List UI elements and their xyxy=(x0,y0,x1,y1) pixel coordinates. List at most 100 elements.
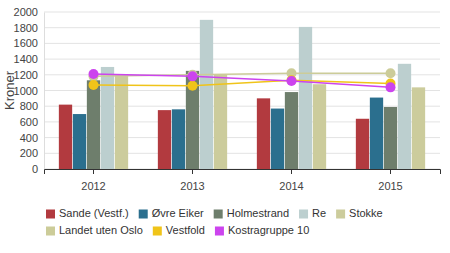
legend-swatch xyxy=(215,227,224,236)
legend-swatch xyxy=(214,210,223,219)
bar xyxy=(101,67,114,169)
x-tick: 2014 xyxy=(279,169,303,192)
line-marker xyxy=(386,82,396,92)
line-marker xyxy=(89,69,99,79)
legend-item: Øvre Eiker xyxy=(139,207,204,219)
y-tick-label: 800 xyxy=(20,100,38,112)
legend-label: Vestfold xyxy=(166,224,205,236)
x-tick-mark xyxy=(291,169,292,174)
legend-label: Kostragruppe 10 xyxy=(228,224,309,236)
bar xyxy=(313,84,326,169)
line-marker xyxy=(188,81,198,91)
x-tick: 2013 xyxy=(180,169,204,192)
bar xyxy=(172,109,185,169)
legend-item: Re xyxy=(299,207,326,219)
chart: 0 200 400 600 800 1000 1200 1400 1600 1800 2000 201… xyxy=(0,0,450,253)
plot-area: 0 200 400 600 800 1000 1200 1400 1600 1800 2000 201… xyxy=(14,6,441,192)
bar xyxy=(271,109,284,169)
y-tick-label: 2000 xyxy=(14,6,38,18)
y-axis-title: Kroner xyxy=(2,70,17,110)
y-tick-label: 400 xyxy=(20,132,38,144)
grid-line xyxy=(44,59,440,60)
grid-line xyxy=(44,27,440,28)
y-tick: 600 xyxy=(20,116,44,128)
legend-label: Sande (Vestf.) xyxy=(59,207,129,219)
legend-label: Landet uten Oslo xyxy=(59,224,143,236)
bar xyxy=(214,75,227,169)
legend-label: Re xyxy=(312,207,326,219)
legend-label: Stokke xyxy=(349,207,383,219)
y-tick-label: 1000 xyxy=(14,85,38,97)
legend-swatch xyxy=(46,227,55,236)
x-axis: 2012 2013 2014 2015 xyxy=(45,169,441,192)
x-tick-label: 2015 xyxy=(378,180,402,192)
line xyxy=(94,74,391,87)
legend-item: Landet uten Oslo xyxy=(46,224,143,236)
grid xyxy=(44,12,440,169)
bar xyxy=(200,20,213,169)
bar xyxy=(299,27,312,169)
bar xyxy=(398,64,411,169)
x-tick-mark xyxy=(93,169,94,174)
legend-label: Holmestrand xyxy=(227,207,289,219)
y-tick-label: 1200 xyxy=(14,69,38,81)
y-tick-label: 200 xyxy=(20,147,38,159)
legend-swatch xyxy=(46,210,55,219)
line-marker xyxy=(386,68,396,78)
legend-swatch xyxy=(139,210,148,219)
bar xyxy=(73,114,86,169)
legend-swatch xyxy=(153,227,162,236)
y-tick: 200 xyxy=(20,147,44,159)
y-tick-label: 600 xyxy=(20,116,38,128)
bar xyxy=(412,87,425,169)
bar xyxy=(285,92,298,169)
x-tick-label: 2014 xyxy=(279,180,303,192)
y-tick: 400 xyxy=(20,132,44,144)
line-marker xyxy=(89,80,99,90)
legend-item: Kostragruppe 10 xyxy=(215,224,309,236)
grid-line xyxy=(44,12,440,13)
legend-item: Vestfold xyxy=(153,224,205,236)
y-tick: 1400 xyxy=(14,53,44,65)
line-marker xyxy=(188,71,198,81)
y-axis-line xyxy=(44,13,45,170)
line-marker xyxy=(287,75,297,85)
y-tick-label: 1800 xyxy=(14,22,38,34)
y-tick: 1000 xyxy=(14,85,44,97)
y-tick: 1200 xyxy=(14,69,44,81)
x-tick-mark xyxy=(390,169,391,174)
y-tick-label: 1400 xyxy=(14,53,38,65)
y-tick: 0 xyxy=(32,163,44,175)
legend-swatch xyxy=(299,210,308,219)
bar xyxy=(384,107,397,169)
bar xyxy=(59,105,72,169)
x-tick: 2012 xyxy=(81,169,105,192)
y-axis: 0 200 400 600 800 1000 1200 1400 1600 1800 2000 xyxy=(14,6,45,175)
y-tick-label: 1600 xyxy=(14,37,38,49)
bar xyxy=(87,80,100,169)
x-axis-line xyxy=(45,170,441,175)
legend: Sande (Vestf.) Øvre Eiker Holmestrand Re Sto… xyxy=(46,207,383,236)
legend-item: Holmestrand xyxy=(214,207,289,219)
legend-item: Stokke xyxy=(336,207,383,219)
y-tick: 1800 xyxy=(14,22,44,34)
x-tick-mark xyxy=(192,169,193,174)
bar xyxy=(186,71,199,169)
data-marks xyxy=(59,20,425,169)
bar xyxy=(257,98,270,169)
bar xyxy=(356,119,369,169)
legend-item: Sande (Vestf.) xyxy=(46,207,129,219)
y-tick: 2000 xyxy=(14,6,44,18)
legend-swatch xyxy=(336,210,345,219)
y-tick: 1600 xyxy=(14,37,44,49)
line-marker xyxy=(287,76,297,86)
grid-line xyxy=(44,43,440,44)
x-tick: 2015 xyxy=(378,169,402,192)
bar xyxy=(115,74,128,169)
y-tick-label: 0 xyxy=(32,163,38,175)
x-tick-label: 2013 xyxy=(180,180,204,192)
bar xyxy=(158,110,171,169)
legend-label: Øvre Eiker xyxy=(152,207,204,219)
y-tick: 800 xyxy=(20,100,44,112)
bar xyxy=(370,98,383,169)
